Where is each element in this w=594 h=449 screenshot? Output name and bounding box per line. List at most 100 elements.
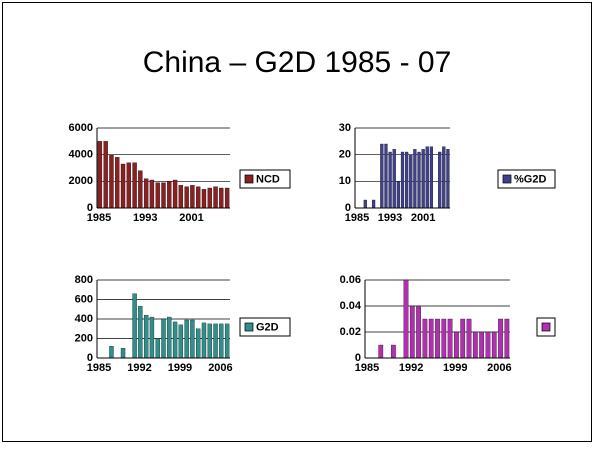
bar [391, 344, 396, 359]
bar [213, 323, 218, 359]
bar [132, 162, 137, 209]
y-tick-label: 0 [87, 352, 93, 364]
bar [219, 187, 224, 209]
bar [454, 331, 459, 359]
bar [403, 279, 409, 359]
bar [143, 314, 149, 359]
bar [138, 306, 143, 359]
x-tick-label: 1992 [399, 362, 423, 374]
bar [132, 293, 137, 359]
y-tick-label: 600 [75, 293, 93, 305]
bar [184, 186, 189, 209]
bar [172, 321, 178, 359]
bar [417, 151, 421, 209]
y-tick-label: 30 [339, 122, 351, 134]
y-tick-label: 0.02 [340, 326, 361, 338]
bar [472, 331, 478, 359]
y-tick-label: 4000 [69, 149, 93, 161]
x-tick-label: 1999 [443, 362, 467, 374]
bar [120, 348, 126, 359]
bar [126, 162, 131, 209]
bar [219, 323, 224, 359]
bar [178, 324, 184, 359]
bar [429, 146, 434, 209]
bar [161, 182, 166, 209]
bar [378, 344, 384, 359]
y-tick-label: 0.06 [340, 274, 361, 286]
legend-box [239, 317, 291, 337]
y-tick-label: 10 [339, 175, 351, 187]
bar [421, 149, 425, 209]
legend-swatch [244, 322, 254, 332]
bar [438, 151, 442, 209]
bar [416, 305, 421, 359]
bar [213, 186, 218, 209]
bar [422, 318, 428, 359]
x-tick-label: 1993 [378, 212, 402, 224]
bar [149, 179, 155, 209]
x-tick-label: 1985 [87, 362, 111, 374]
x-tick-label: 1985 [87, 212, 111, 224]
bar [441, 318, 447, 359]
bar [384, 143, 388, 209]
bar [109, 154, 114, 209]
bar [196, 328, 201, 359]
bar [138, 170, 143, 209]
y-tick-label: 0 [355, 352, 361, 364]
bar [190, 319, 195, 359]
x-tick-label: 2006 [208, 362, 232, 374]
bar [409, 154, 413, 209]
bar [207, 187, 212, 209]
bar [115, 157, 120, 209]
bar [435, 318, 440, 359]
bar [224, 187, 230, 209]
bar [143, 178, 149, 209]
bar [396, 181, 400, 209]
legend-swatch [244, 174, 254, 184]
bar [109, 346, 114, 359]
legend-swatch [502, 174, 512, 184]
legend-box [497, 169, 556, 189]
bar [167, 316, 172, 359]
y-tick-label: 0.04 [340, 300, 362, 312]
slide-title: China – G2D 1985 - 07 [143, 46, 452, 79]
x-tick-label: 1993 [133, 212, 157, 224]
bar [178, 185, 184, 209]
bar [184, 319, 189, 359]
bar [380, 143, 384, 209]
bar [371, 199, 376, 209]
bar [155, 338, 160, 359]
bar [103, 141, 108, 209]
bar [224, 323, 230, 359]
bar [491, 331, 497, 359]
bar [442, 146, 446, 209]
y-tick-label: 6000 [69, 122, 93, 134]
y-tick-label: 400 [75, 313, 93, 325]
bar [485, 331, 491, 359]
bar [172, 179, 178, 209]
x-tick-label: 2001 [411, 212, 435, 224]
bar [400, 151, 405, 209]
bar [446, 149, 450, 209]
legend-label: G2D [256, 321, 279, 333]
x-tick-label: 1992 [127, 362, 151, 374]
x-tick-label: 1985 [355, 362, 379, 374]
bar [392, 149, 396, 209]
bar [120, 163, 126, 209]
bar [363, 199, 367, 209]
legend-swatch [541, 322, 551, 332]
bar [97, 141, 103, 209]
legend-label: %G2D [514, 173, 546, 185]
y-tick-label: 20 [339, 149, 351, 161]
y-tick-label: 0 [87, 202, 93, 214]
bar [207, 323, 212, 359]
y-tick-label: 2000 [69, 175, 93, 187]
x-tick-label: 1985 [345, 212, 369, 224]
x-tick-label: 1999 [168, 362, 192, 374]
bar [155, 182, 160, 209]
bar [201, 189, 207, 209]
bar [466, 318, 472, 359]
bar [479, 331, 484, 359]
bar [190, 185, 195, 209]
